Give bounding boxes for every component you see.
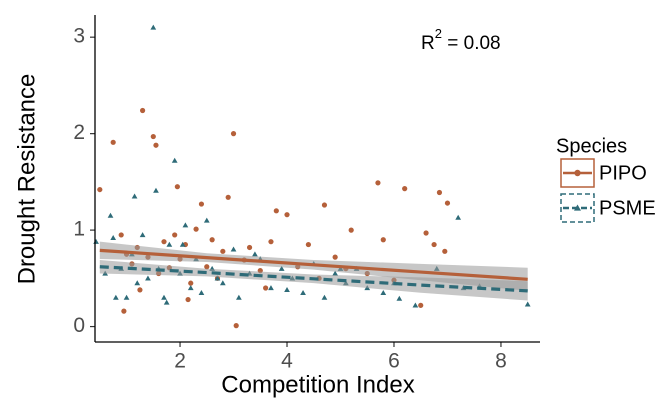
point <box>402 186 408 192</box>
point <box>436 189 443 196</box>
point <box>412 302 419 308</box>
point <box>137 287 143 293</box>
x-tick-label: 8 <box>495 350 507 373</box>
point <box>284 287 290 293</box>
point <box>214 275 221 281</box>
point <box>455 214 462 220</box>
point <box>182 222 189 228</box>
point <box>220 248 226 254</box>
annotation-text: = 0.08 <box>442 33 501 54</box>
point <box>268 285 274 291</box>
point <box>246 244 253 251</box>
point <box>300 289 306 295</box>
point <box>284 212 290 218</box>
point <box>171 157 178 163</box>
point <box>203 217 210 223</box>
legend-title: Species <box>556 135 627 157</box>
point <box>188 280 194 286</box>
point <box>268 239 274 245</box>
point <box>321 294 328 300</box>
annotation: R2 = 0.08 <box>421 26 501 54</box>
point <box>97 186 103 193</box>
point <box>107 212 114 218</box>
point <box>110 234 117 240</box>
point <box>332 254 338 260</box>
legend-label: PIPO <box>599 162 647 184</box>
point <box>193 226 199 232</box>
point <box>134 280 141 286</box>
annotation-base: R <box>421 33 435 54</box>
point <box>118 232 124 238</box>
fit-line <box>99 248 528 281</box>
point <box>348 227 354 233</box>
point <box>230 131 237 137</box>
x-tick-label: 4 <box>281 350 293 373</box>
x-tick-label: 2 <box>174 350 186 373</box>
y-tick-label: 1 <box>73 218 85 241</box>
legend-marker <box>574 169 581 177</box>
point <box>145 275 151 281</box>
point <box>163 299 170 305</box>
point <box>442 248 448 254</box>
point <box>121 308 127 314</box>
point <box>233 323 239 329</box>
point <box>219 280 226 286</box>
point <box>431 241 437 248</box>
point <box>236 294 242 300</box>
point <box>110 139 116 145</box>
point <box>112 294 119 300</box>
point <box>230 246 237 252</box>
point <box>321 202 328 208</box>
point <box>263 285 269 291</box>
point <box>140 107 146 114</box>
point <box>123 294 130 300</box>
point <box>187 285 194 291</box>
y-tick-label: 0 <box>73 314 85 337</box>
point <box>278 265 285 271</box>
y-tick-label: 3 <box>73 25 85 48</box>
point <box>150 133 156 140</box>
annotation-sup: 2 <box>435 26 442 41</box>
point <box>209 237 215 243</box>
point <box>418 302 424 308</box>
point <box>174 184 180 190</box>
y-axis-title: Drought Resistance <box>13 74 40 285</box>
point <box>153 142 159 148</box>
point <box>375 180 381 186</box>
point <box>444 200 451 206</box>
point <box>198 289 205 295</box>
point <box>198 201 205 207</box>
point <box>150 24 157 30</box>
legend-label: PSME <box>599 197 656 219</box>
point <box>305 241 312 248</box>
point <box>396 295 403 301</box>
point <box>225 194 231 200</box>
point <box>380 289 387 295</box>
point <box>153 187 159 193</box>
x-tick-label: 6 <box>388 350 400 373</box>
point <box>423 230 429 236</box>
point <box>252 251 258 257</box>
point <box>273 208 279 214</box>
point <box>524 301 531 307</box>
point <box>332 270 339 276</box>
point <box>161 294 167 300</box>
point <box>93 238 99 244</box>
point <box>204 264 210 270</box>
point <box>380 237 386 243</box>
point <box>139 232 146 238</box>
point <box>185 296 191 303</box>
point <box>179 241 186 247</box>
fit-line <box>99 265 528 293</box>
legend-marker <box>573 204 582 211</box>
point <box>172 232 178 238</box>
point <box>166 241 173 247</box>
point <box>131 193 138 199</box>
y-tick-label: 2 <box>73 121 85 144</box>
x-axis-title: Competition Index <box>221 371 414 398</box>
point <box>161 239 167 245</box>
